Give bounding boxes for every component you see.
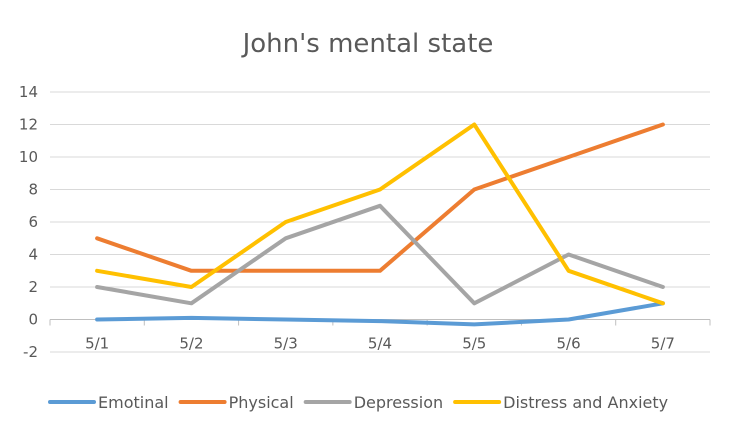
y-tick-label: 0 <box>28 311 38 329</box>
y-axis: 14 12 10 8 6 4 2 0 -2 <box>19 83 38 361</box>
series-line <box>95 122 665 273</box>
series-line <box>95 122 665 306</box>
y-tick-label: 8 <box>28 181 38 199</box>
gridlines <box>50 91 710 353</box>
chart-title: John's mental state <box>241 29 494 59</box>
legend-label: Emotinal <box>98 393 169 412</box>
legend-label: Distress and Anxiety <box>503 393 668 412</box>
x-tick-label: 5/3 <box>274 335 298 353</box>
x-axis: 5/1 5/2 5/3 5/4 5/5 5/6 5/7 <box>49 319 711 353</box>
x-tick-label: 5/2 <box>179 335 203 353</box>
y-tick-label: -2 <box>23 343 38 361</box>
y-tick-label: 12 <box>19 116 38 134</box>
x-tick-label: 5/5 <box>462 335 486 353</box>
series-lines <box>95 122 665 327</box>
x-tick-label: 5/6 <box>557 335 581 353</box>
y-tick-label: 14 <box>19 83 38 101</box>
x-tick-label: 5/7 <box>651 335 675 353</box>
y-tick-label: 2 <box>28 278 38 296</box>
legend: Emotinal Physical Depression Distress and A… <box>48 393 668 412</box>
legend-label: Depression <box>354 393 443 412</box>
y-tick-label: 4 <box>28 246 38 264</box>
series-line <box>95 301 665 327</box>
x-tick-label: 5/4 <box>368 335 392 353</box>
x-tick-label: 5/1 <box>85 335 109 353</box>
legend-label: Physical <box>229 393 294 412</box>
series-line <box>95 203 665 306</box>
y-tick-label: 10 <box>19 148 38 166</box>
y-tick-label: 6 <box>28 213 38 231</box>
